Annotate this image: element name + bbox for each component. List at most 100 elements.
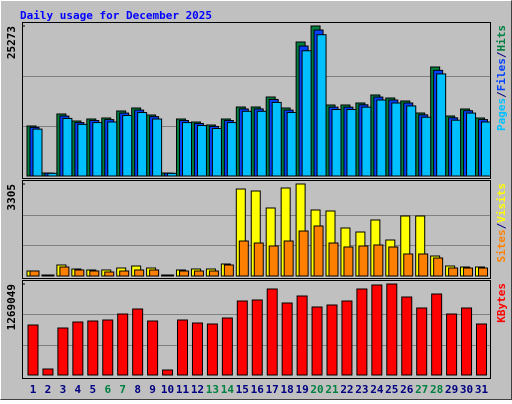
bar bbox=[416, 307, 428, 376]
bar bbox=[193, 270, 204, 277]
bar bbox=[301, 50, 312, 177]
bar bbox=[152, 118, 163, 177]
bar bbox=[211, 128, 222, 177]
bar bbox=[137, 111, 148, 177]
bar bbox=[373, 244, 384, 277]
bar bbox=[77, 123, 88, 177]
bar bbox=[271, 101, 282, 177]
bar bbox=[102, 319, 114, 376]
legend-entry: Files bbox=[495, 58, 508, 91]
bar bbox=[406, 105, 417, 177]
bar bbox=[89, 270, 100, 277]
bar bbox=[117, 313, 129, 376]
bar bbox=[162, 369, 174, 376]
bar bbox=[72, 321, 84, 376]
x-tick-label: 27 bbox=[415, 383, 428, 396]
bar bbox=[298, 230, 309, 277]
bar bbox=[179, 270, 189, 277]
bar bbox=[238, 240, 249, 277]
bar bbox=[403, 253, 414, 277]
x-tick-label: 8 bbox=[134, 383, 141, 396]
bar bbox=[481, 121, 491, 177]
bar bbox=[27, 324, 39, 376]
bar bbox=[451, 119, 462, 177]
bar bbox=[478, 267, 488, 277]
bar bbox=[236, 300, 248, 376]
x-tick-label: 9 bbox=[149, 383, 156, 396]
bar bbox=[134, 269, 145, 277]
x-tick-label: 30 bbox=[460, 383, 473, 396]
x-tick-label: 13 bbox=[206, 383, 219, 396]
bar bbox=[44, 274, 55, 277]
bar bbox=[253, 242, 264, 277]
x-tick-label: 28 bbox=[430, 383, 443, 396]
bar bbox=[311, 306, 323, 376]
legend-entry: Visits bbox=[495, 183, 508, 223]
bar bbox=[361, 106, 372, 177]
bar bbox=[47, 172, 58, 177]
bar bbox=[74, 269, 85, 277]
legend: Sites/Visits bbox=[495, 183, 508, 263]
bar bbox=[92, 122, 103, 177]
bar bbox=[266, 288, 278, 376]
bar bbox=[316, 34, 327, 177]
bar bbox=[461, 307, 473, 376]
legend-separator: / bbox=[495, 51, 508, 58]
bar bbox=[418, 253, 429, 277]
y-tick-label: 1269049 bbox=[5, 284, 18, 330]
bar bbox=[107, 121, 118, 177]
x-tick-label: 3 bbox=[60, 383, 67, 396]
x-tick-label: 7 bbox=[119, 383, 126, 396]
x-tick-label: 1 bbox=[30, 383, 37, 396]
bar bbox=[313, 225, 324, 277]
bar bbox=[431, 293, 443, 376]
bar bbox=[147, 320, 159, 376]
bar bbox=[341, 300, 353, 376]
x-tick-label: 5 bbox=[89, 383, 96, 396]
bar bbox=[223, 264, 234, 277]
bar bbox=[226, 122, 237, 177]
bar bbox=[177, 319, 188, 376]
bar bbox=[346, 109, 357, 177]
bar bbox=[281, 302, 293, 376]
bar bbox=[386, 283, 398, 376]
bar bbox=[32, 128, 43, 177]
bar bbox=[241, 110, 252, 177]
bar bbox=[421, 116, 432, 177]
bar bbox=[104, 271, 115, 277]
x-tick-label: 16 bbox=[251, 383, 265, 396]
bar bbox=[164, 274, 175, 277]
x-tick-label: 4 bbox=[75, 383, 82, 396]
bar bbox=[463, 267, 474, 277]
x-tick-label: 11 bbox=[176, 383, 190, 396]
bar bbox=[122, 114, 133, 177]
x-tick-label: 25 bbox=[385, 383, 398, 396]
x-tick-label: 24 bbox=[370, 383, 384, 396]
bar bbox=[256, 110, 267, 177]
bar bbox=[448, 267, 459, 277]
bar bbox=[119, 270, 130, 277]
x-tick-label: 14 bbox=[221, 383, 235, 396]
bar bbox=[132, 308, 144, 376]
x-tick-label: 17 bbox=[266, 383, 279, 396]
bar bbox=[436, 73, 447, 177]
x-tick-label: 19 bbox=[295, 383, 308, 396]
chart-title: Daily usage for December 2025 bbox=[20, 9, 212, 22]
legend-entry: Pages bbox=[495, 98, 508, 131]
legend-entry: KBytes bbox=[495, 283, 508, 323]
bar bbox=[62, 117, 73, 177]
x-tick-label: 26 bbox=[400, 383, 414, 396]
bar bbox=[433, 257, 444, 277]
legend: Pages/Files/Hits bbox=[495, 25, 508, 131]
bar bbox=[286, 111, 297, 177]
legend-entry: Sites bbox=[495, 229, 508, 262]
legend-separator: / bbox=[495, 91, 508, 98]
x-tick-label: 31 bbox=[475, 383, 489, 396]
x-tick-label: 22 bbox=[340, 383, 353, 396]
bar bbox=[356, 288, 368, 376]
bar bbox=[87, 320, 99, 376]
bar bbox=[283, 240, 294, 277]
bar bbox=[401, 296, 413, 376]
bar bbox=[376, 99, 387, 177]
